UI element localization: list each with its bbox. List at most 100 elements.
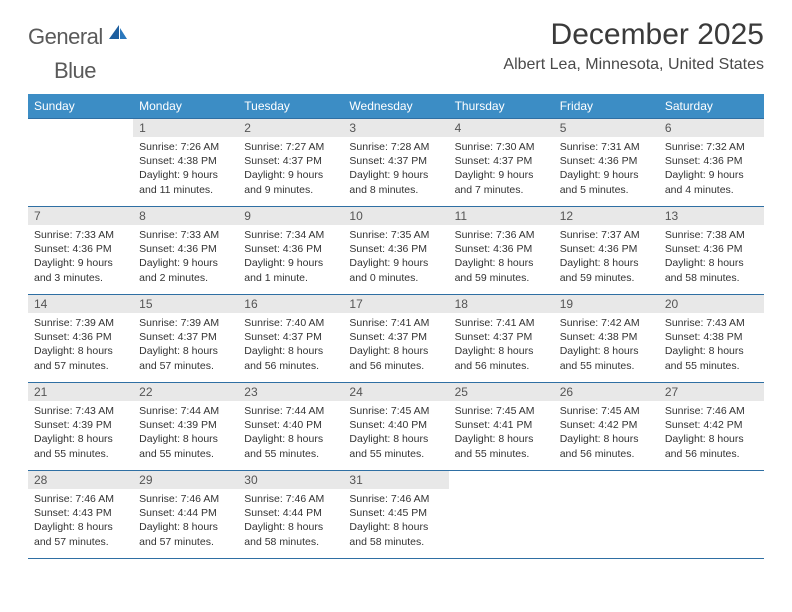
sunrise-text: Sunrise: 7:46 AM bbox=[244, 492, 337, 506]
sunrise-text: Sunrise: 7:46 AM bbox=[665, 404, 758, 418]
day-body: Sunrise: 7:33 AMSunset: 4:36 PMDaylight:… bbox=[133, 225, 238, 291]
day-body: Sunrise: 7:35 AMSunset: 4:36 PMDaylight:… bbox=[343, 225, 448, 291]
sunrise-text: Sunrise: 7:39 AM bbox=[139, 316, 232, 330]
sunrise-text: Sunrise: 7:34 AM bbox=[244, 228, 337, 242]
calendar-day-cell bbox=[28, 119, 133, 207]
day-body: Sunrise: 7:27 AMSunset: 4:37 PMDaylight:… bbox=[238, 137, 343, 203]
calendar-day-cell: 17Sunrise: 7:41 AMSunset: 4:37 PMDayligh… bbox=[343, 295, 448, 383]
day-body: Sunrise: 7:28 AMSunset: 4:37 PMDaylight:… bbox=[343, 137, 448, 203]
day-body: Sunrise: 7:43 AMSunset: 4:39 PMDaylight:… bbox=[28, 401, 133, 467]
sunrise-text: Sunrise: 7:27 AM bbox=[244, 140, 337, 154]
day-number: 21 bbox=[28, 383, 133, 401]
sunset-text: Sunset: 4:39 PM bbox=[34, 418, 127, 432]
day-number: 14 bbox=[28, 295, 133, 313]
sunset-text: Sunset: 4:37 PM bbox=[349, 330, 442, 344]
daylight-text: Daylight: 8 hours and 56 minutes. bbox=[665, 432, 758, 460]
day-body: Sunrise: 7:46 AMSunset: 4:44 PMDaylight:… bbox=[238, 489, 343, 555]
weekday-header: Wednesday bbox=[343, 94, 448, 119]
day-number: 15 bbox=[133, 295, 238, 313]
day-number: 2 bbox=[238, 119, 343, 137]
day-body: Sunrise: 7:39 AMSunset: 4:36 PMDaylight:… bbox=[28, 313, 133, 379]
calendar-table: Sunday Monday Tuesday Wednesday Thursday… bbox=[28, 94, 764, 559]
day-body: Sunrise: 7:45 AMSunset: 4:40 PMDaylight:… bbox=[343, 401, 448, 467]
day-number: 24 bbox=[343, 383, 448, 401]
daylight-text: Daylight: 8 hours and 55 minutes. bbox=[455, 432, 548, 460]
day-body: Sunrise: 7:32 AMSunset: 4:36 PMDaylight:… bbox=[659, 137, 764, 203]
day-body: Sunrise: 7:31 AMSunset: 4:36 PMDaylight:… bbox=[554, 137, 659, 203]
sunrise-text: Sunrise: 7:32 AM bbox=[665, 140, 758, 154]
calendar-day-cell: 2Sunrise: 7:27 AMSunset: 4:37 PMDaylight… bbox=[238, 119, 343, 207]
brand-word-2: Blue bbox=[54, 58, 96, 84]
daylight-text: Daylight: 8 hours and 55 minutes. bbox=[665, 344, 758, 372]
daylight-text: Daylight: 8 hours and 57 minutes. bbox=[139, 344, 232, 372]
calendar-day-cell bbox=[449, 471, 554, 559]
day-body: Sunrise: 7:40 AMSunset: 4:37 PMDaylight:… bbox=[238, 313, 343, 379]
daylight-text: Daylight: 9 hours and 1 minute. bbox=[244, 256, 337, 284]
sunset-text: Sunset: 4:37 PM bbox=[349, 154, 442, 168]
daylight-text: Daylight: 8 hours and 55 minutes. bbox=[560, 344, 653, 372]
calendar-week-row: 1Sunrise: 7:26 AMSunset: 4:38 PMDaylight… bbox=[28, 119, 764, 207]
daylight-text: Daylight: 8 hours and 55 minutes. bbox=[34, 432, 127, 460]
calendar-day-cell: 27Sunrise: 7:46 AMSunset: 4:42 PMDayligh… bbox=[659, 383, 764, 471]
calendar-day-cell: 5Sunrise: 7:31 AMSunset: 4:36 PMDaylight… bbox=[554, 119, 659, 207]
day-number: 27 bbox=[659, 383, 764, 401]
calendar-day-cell: 15Sunrise: 7:39 AMSunset: 4:37 PMDayligh… bbox=[133, 295, 238, 383]
day-number: 25 bbox=[449, 383, 554, 401]
daylight-text: Daylight: 8 hours and 55 minutes. bbox=[139, 432, 232, 460]
calendar-day-cell: 13Sunrise: 7:38 AMSunset: 4:36 PMDayligh… bbox=[659, 207, 764, 295]
calendar-day-cell: 10Sunrise: 7:35 AMSunset: 4:36 PMDayligh… bbox=[343, 207, 448, 295]
day-body: Sunrise: 7:45 AMSunset: 4:41 PMDaylight:… bbox=[449, 401, 554, 467]
daylight-text: Daylight: 8 hours and 59 minutes. bbox=[560, 256, 653, 284]
calendar-week-row: 7Sunrise: 7:33 AMSunset: 4:36 PMDaylight… bbox=[28, 207, 764, 295]
sunset-text: Sunset: 4:38 PM bbox=[139, 154, 232, 168]
sunset-text: Sunset: 4:37 PM bbox=[244, 330, 337, 344]
daylight-text: Daylight: 9 hours and 0 minutes. bbox=[349, 256, 442, 284]
sunrise-text: Sunrise: 7:30 AM bbox=[455, 140, 548, 154]
day-number: 28 bbox=[28, 471, 133, 489]
sunset-text: Sunset: 4:38 PM bbox=[560, 330, 653, 344]
day-number: 13 bbox=[659, 207, 764, 225]
day-number: 30 bbox=[238, 471, 343, 489]
day-body: Sunrise: 7:42 AMSunset: 4:38 PMDaylight:… bbox=[554, 313, 659, 379]
daylight-text: Daylight: 9 hours and 8 minutes. bbox=[349, 168, 442, 196]
calendar-day-cell: 24Sunrise: 7:45 AMSunset: 4:40 PMDayligh… bbox=[343, 383, 448, 471]
day-number: 18 bbox=[449, 295, 554, 313]
daylight-text: Daylight: 8 hours and 55 minutes. bbox=[244, 432, 337, 460]
sunset-text: Sunset: 4:37 PM bbox=[244, 154, 337, 168]
calendar-day-cell: 21Sunrise: 7:43 AMSunset: 4:39 PMDayligh… bbox=[28, 383, 133, 471]
sunset-text: Sunset: 4:38 PM bbox=[665, 330, 758, 344]
sunrise-text: Sunrise: 7:46 AM bbox=[349, 492, 442, 506]
calendar-day-cell: 11Sunrise: 7:36 AMSunset: 4:36 PMDayligh… bbox=[449, 207, 554, 295]
day-number: 16 bbox=[238, 295, 343, 313]
day-body: Sunrise: 7:37 AMSunset: 4:36 PMDaylight:… bbox=[554, 225, 659, 291]
calendar-day-cell: 3Sunrise: 7:28 AMSunset: 4:37 PMDaylight… bbox=[343, 119, 448, 207]
sunset-text: Sunset: 4:36 PM bbox=[560, 154, 653, 168]
weekday-header: Tuesday bbox=[238, 94, 343, 119]
day-body: Sunrise: 7:36 AMSunset: 4:36 PMDaylight:… bbox=[449, 225, 554, 291]
calendar-day-cell: 9Sunrise: 7:34 AMSunset: 4:36 PMDaylight… bbox=[238, 207, 343, 295]
calendar-day-cell: 26Sunrise: 7:45 AMSunset: 4:42 PMDayligh… bbox=[554, 383, 659, 471]
month-title: December 2025 bbox=[503, 18, 764, 52]
daylight-text: Daylight: 8 hours and 56 minutes. bbox=[349, 344, 442, 372]
sunset-text: Sunset: 4:42 PM bbox=[560, 418, 653, 432]
weekday-header: Friday bbox=[554, 94, 659, 119]
sunrise-text: Sunrise: 7:26 AM bbox=[139, 140, 232, 154]
sunrise-text: Sunrise: 7:33 AM bbox=[34, 228, 127, 242]
sunrise-text: Sunrise: 7:40 AM bbox=[244, 316, 337, 330]
calendar-week-row: 14Sunrise: 7:39 AMSunset: 4:36 PMDayligh… bbox=[28, 295, 764, 383]
sunset-text: Sunset: 4:36 PM bbox=[34, 242, 127, 256]
sunset-text: Sunset: 4:43 PM bbox=[34, 506, 127, 520]
calendar-day-cell: 29Sunrise: 7:46 AMSunset: 4:44 PMDayligh… bbox=[133, 471, 238, 559]
calendar-week-row: 28 Sunrise: 7:46 AM Sunset: 4:43 PM Dayligh… bbox=[28, 471, 764, 559]
daylight-text: Daylight: 8 hours and 58 minutes. bbox=[244, 520, 337, 548]
day-body: Sunrise: 7:30 AMSunset: 4:37 PMDaylight:… bbox=[449, 137, 554, 203]
daylight-text: Daylight: 9 hours and 9 minutes. bbox=[244, 168, 337, 196]
calendar-header-row: Sunday Monday Tuesday Wednesday Thursday… bbox=[28, 94, 764, 119]
day-body: Sunrise: 7:34 AMSunset: 4:36 PMDaylight:… bbox=[238, 225, 343, 291]
sunrise-text: Sunrise: 7:35 AM bbox=[349, 228, 442, 242]
calendar-day-cell: 7Sunrise: 7:33 AMSunset: 4:36 PMDaylight… bbox=[28, 207, 133, 295]
day-body: Sunrise: 7:45 AMSunset: 4:42 PMDaylight:… bbox=[554, 401, 659, 467]
day-body: Sunrise: 7:41 AMSunset: 4:37 PMDaylight:… bbox=[343, 313, 448, 379]
sunset-text: Sunset: 4:36 PM bbox=[560, 242, 653, 256]
day-number: 12 bbox=[554, 207, 659, 225]
